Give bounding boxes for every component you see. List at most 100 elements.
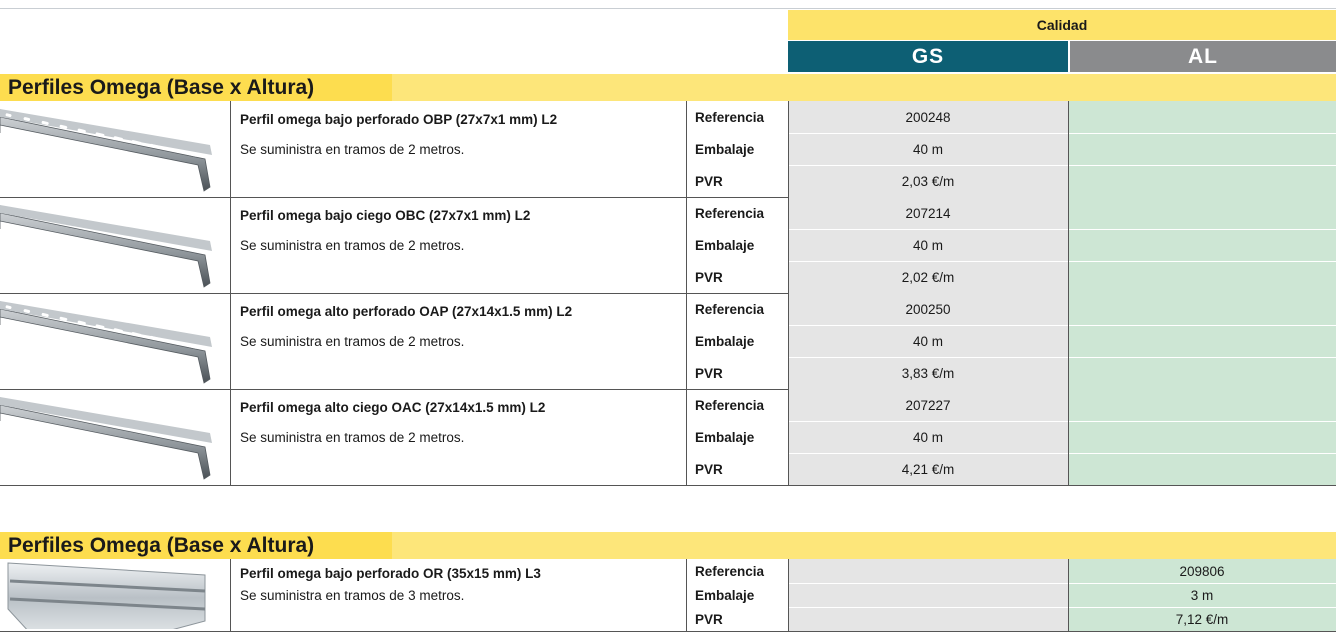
al-value — [1068, 453, 1336, 485]
column-divider — [1068, 389, 1069, 485]
gs-value — [788, 583, 1068, 607]
al-value — [1068, 165, 1336, 197]
row-label: PVR — [695, 365, 723, 381]
row-divider — [788, 133, 1336, 134]
column-divider — [686, 293, 687, 389]
row-label: Embalaje — [695, 587, 755, 603]
row-label: PVR — [695, 461, 723, 477]
row-divider — [788, 421, 1336, 422]
al-value — [1068, 261, 1336, 293]
al-header: AL — [1070, 41, 1336, 72]
column-divider — [788, 101, 789, 197]
product-name: Perfil omega bajo ciego OBC (27x7x1 mm) … — [240, 207, 531, 223]
product-image — [0, 205, 212, 288]
gs-value: 40 m — [788, 133, 1068, 165]
product-image — [7, 562, 206, 629]
row-divider — [788, 261, 1336, 262]
column-divider — [1068, 101, 1069, 197]
al-value — [1068, 133, 1336, 165]
section-title: Perfiles Omega (Base x Altura) — [0, 532, 1336, 559]
al-value: 3 m — [1068, 583, 1336, 607]
column-divider — [686, 559, 687, 631]
product-note: Se suministra en tramos de 2 metros. — [240, 429, 465, 445]
column-divider — [230, 197, 231, 293]
gs-value: 40 m — [788, 229, 1068, 261]
column-divider — [788, 389, 789, 485]
top-rule — [0, 8, 1336, 9]
row-divider — [788, 229, 1336, 230]
gs-value: 200250 — [788, 293, 1068, 325]
al-value — [1068, 293, 1336, 325]
gs-value — [788, 607, 1068, 631]
row-label: Referencia — [695, 563, 765, 579]
column-divider — [686, 101, 687, 197]
row-label: Referencia — [695, 397, 765, 413]
product-name: Perfil omega bajo perforado OR (35x15 mm… — [240, 565, 541, 581]
product-image — [0, 109, 212, 192]
column-divider — [788, 197, 789, 293]
gs-value: 2,03 €/m — [788, 165, 1068, 197]
gs-value: 2,02 €/m — [788, 261, 1068, 293]
row-label: Embalaje — [695, 429, 755, 445]
quality-header: Calidad — [788, 10, 1336, 40]
product-note: Se suministra en tramos de 2 metros. — [240, 237, 465, 253]
section-title: Perfiles Omega (Base x Altura) — [0, 74, 1336, 101]
product-image — [0, 301, 212, 384]
row-divider — [788, 607, 1336, 608]
row-label: PVR — [695, 269, 723, 285]
product-note: Se suministra en tramos de 2 metros. — [240, 333, 465, 349]
row-divider — [788, 357, 1336, 358]
product-name: Perfil omega alto ciego OAC (27x14x1.5 m… — [240, 399, 546, 415]
al-value: 209806 — [1068, 559, 1336, 583]
al-value — [1068, 357, 1336, 389]
row-divider — [788, 453, 1336, 454]
gs-header: GS — [788, 41, 1068, 72]
gs-value: 40 m — [788, 325, 1068, 357]
column-divider — [686, 389, 687, 485]
column-divider — [230, 101, 231, 197]
product-divider — [0, 485, 1336, 486]
row-label: Referencia — [695, 109, 765, 125]
al-value — [1068, 389, 1336, 421]
gs-value: 3,83 €/m — [788, 357, 1068, 389]
al-value — [1068, 101, 1336, 133]
row-label: Embalaje — [695, 141, 755, 157]
al-value — [1068, 197, 1336, 229]
row-label: Referencia — [695, 205, 765, 221]
column-divider — [230, 389, 231, 485]
row-divider — [788, 583, 1336, 584]
product-note: Se suministra en tramos de 2 metros. — [240, 141, 465, 157]
row-label: Embalaje — [695, 333, 755, 349]
row-label: PVR — [695, 173, 723, 189]
row-divider — [788, 325, 1336, 326]
product-divider — [0, 197, 1336, 198]
column-divider — [686, 197, 687, 293]
column-divider — [788, 293, 789, 389]
product-name: Perfil omega bajo perforado OBP (27x7x1 … — [240, 111, 558, 127]
column-divider — [1068, 559, 1069, 631]
product-note: Se suministra en tramos de 3 metros. — [240, 587, 465, 603]
row-divider — [788, 165, 1336, 166]
al-value — [1068, 325, 1336, 357]
column-divider — [230, 559, 231, 631]
row-label: PVR — [695, 611, 723, 627]
al-value: 7,12 €/m — [1068, 607, 1336, 631]
product-divider — [0, 293, 1336, 294]
al-value — [1068, 421, 1336, 453]
gs-value: 207227 — [788, 389, 1068, 421]
product-image — [0, 397, 212, 480]
gs-value: 40 m — [788, 421, 1068, 453]
gs-value — [788, 559, 1068, 583]
al-value — [1068, 229, 1336, 261]
column-divider — [230, 293, 231, 389]
row-label: Embalaje — [695, 237, 755, 253]
gs-value: 207214 — [788, 197, 1068, 229]
gs-value: 4,21 €/m — [788, 453, 1068, 485]
product-name: Perfil omega alto perforado OAP (27x14x1… — [240, 303, 573, 319]
column-divider — [788, 559, 789, 631]
column-divider — [1068, 197, 1069, 293]
column-divider — [1068, 293, 1069, 389]
product-divider — [0, 389, 1336, 390]
gs-value: 200248 — [788, 101, 1068, 133]
